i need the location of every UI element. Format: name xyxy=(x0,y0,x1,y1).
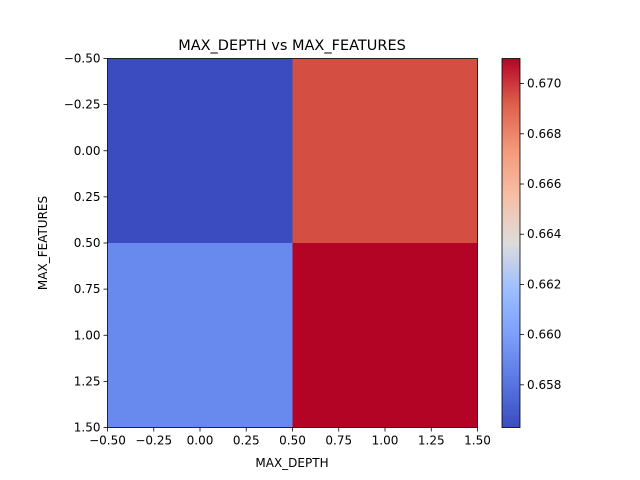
y-axis: −0.50 −0.25 0.00 0.25 0.50 0.75 1.00 1.25 1.50 xyxy=(64,52,108,435)
y-tick-label: 1.25 xyxy=(74,374,101,388)
y-tick-label: 0.75 xyxy=(74,282,101,296)
y-tick-label: −0.25 xyxy=(64,98,101,112)
colorbar-tick-label: 0.666 xyxy=(527,177,561,191)
y-tick-label: 0.25 xyxy=(74,190,101,204)
x-tick-label: 0.75 xyxy=(325,434,352,448)
colorbar-tick-label: 0.658 xyxy=(527,378,561,392)
y-axis-label: MAX_FEATURES xyxy=(36,196,50,290)
x-tick-label: 1.50 xyxy=(464,434,491,448)
x-tick-label: 1.25 xyxy=(418,434,445,448)
colorbar-tick-label: 0.662 xyxy=(527,277,561,291)
heatmap-cell-0-0 xyxy=(107,58,293,243)
x-tick-label: −0.25 xyxy=(135,434,172,448)
heatmap-cell-0-1 xyxy=(292,58,478,243)
x-tick-label: −0.50 xyxy=(89,434,126,448)
colorbar-tick-label: 0.668 xyxy=(527,127,561,141)
y-tick-label: −0.50 xyxy=(64,52,101,66)
colorbar-tick-label: 0.670 xyxy=(527,77,561,91)
y-tick-label: 0.00 xyxy=(74,144,101,158)
colorbar-tick-label: 0.660 xyxy=(527,328,561,342)
x-tick-label: 1.00 xyxy=(372,434,399,448)
x-tick-label: 0.25 xyxy=(233,434,260,448)
chart-title: MAX_DEPTH vs MAX_FEATURES xyxy=(178,38,406,54)
x-tick-label: 0.50 xyxy=(279,434,306,448)
x-axis-label: MAX_DEPTH xyxy=(255,456,328,470)
colorbar-axis: 0.658 0.660 0.662 0.664 0.666 0.668 0.670 xyxy=(520,77,561,392)
y-tick-label: 0.50 xyxy=(74,236,101,250)
heatmap-cell-1-1 xyxy=(292,243,478,428)
heatmap-cell-1-0 xyxy=(107,243,293,428)
colorbar-tick-label: 0.664 xyxy=(527,227,561,241)
colorbar xyxy=(501,58,521,428)
x-axis: −0.50 −0.25 0.00 0.25 0.50 0.75 1.00 1.25 1.50 xyxy=(89,427,491,448)
x-tick-label: 0.00 xyxy=(187,434,214,448)
y-tick-label: 1.50 xyxy=(74,421,101,435)
y-tick-label: 1.00 xyxy=(74,328,101,342)
heatmap-cells xyxy=(107,58,478,428)
